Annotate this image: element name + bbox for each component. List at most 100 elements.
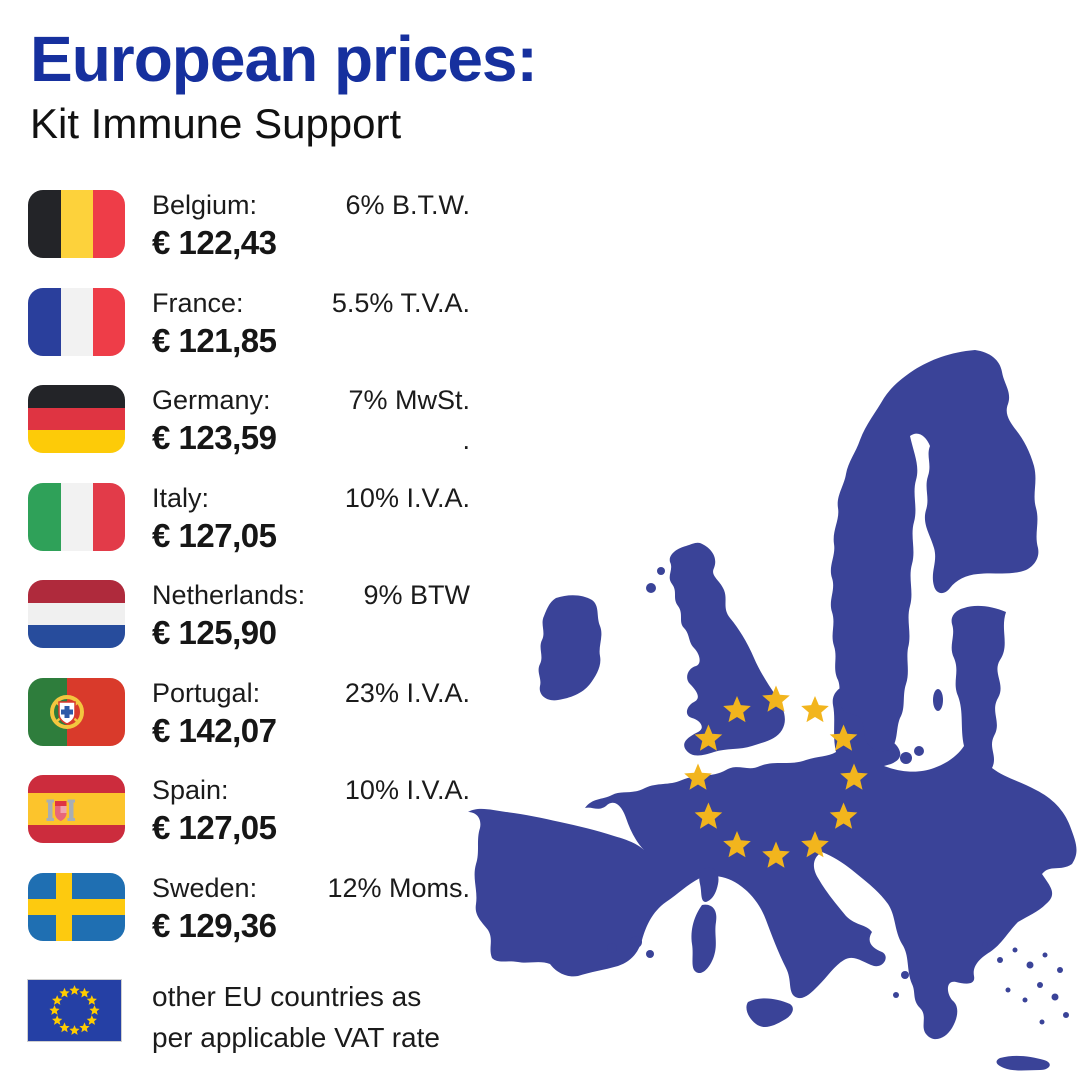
country-label: Germany: — [152, 385, 271, 415]
price-value: € 127,05 — [152, 809, 277, 846]
price-value: € 127,05 — [152, 516, 277, 554]
footer-row: other EU countries as per applicable VAT… — [27, 979, 440, 1058]
aegean-island — [1037, 982, 1043, 988]
price-rows: Belgium: 6% B.T.W. € 122,43 France: 5.5%… — [28, 190, 470, 970]
eu-stars-circle — [684, 685, 868, 868]
aegean-island — [1042, 952, 1048, 958]
country-label: Spain: — [152, 775, 229, 805]
balearic-island — [646, 950, 654, 958]
price-row-portugal: Portugal: 23% I.V.A. € 142,07 — [28, 677, 470, 749]
danish-island — [914, 746, 924, 756]
eu-star-icon — [89, 1005, 100, 1015]
country-label: Portugal: — [152, 677, 261, 708]
balearic-island — [607, 943, 617, 953]
page-title: European prices: — [30, 23, 538, 95]
ionian-island — [893, 992, 899, 998]
sardinia-island — [691, 904, 717, 974]
spain-flag-icon — [28, 775, 125, 843]
france-flag-icon — [28, 287, 125, 356]
portugal-flag-icon — [28, 677, 125, 746]
eu-star-icon — [52, 995, 63, 1005]
footer-note: other EU countries as per applicable VAT… — [152, 976, 440, 1058]
country-label: Netherlands: — [152, 580, 306, 610]
hebrides-island — [657, 567, 665, 575]
crete-island — [996, 1055, 1050, 1071]
vat-rate: 12% Moms. — [327, 872, 470, 903]
eu-star-icon — [829, 724, 858, 751]
eu-star-icon — [69, 1025, 80, 1035]
footer-note-line1: other EU countries as — [152, 981, 422, 1012]
eu-star-icon — [86, 995, 97, 1005]
price-row-spain: Spain: 10% I.V.A. € 127,05 — [28, 775, 470, 846]
vat-rate: 9% BTW — [363, 580, 470, 610]
vat-rate: 10% I.V.A. — [344, 775, 470, 805]
eu-star-icon — [723, 831, 751, 858]
vat-rate: 7% MwSt. — [348, 385, 470, 415]
price-row-belgium: Belgium: 6% B.T.W. € 122,43 — [28, 190, 470, 261]
aegean-island — [1012, 947, 1018, 953]
eu-star-icon — [762, 685, 790, 712]
country-label: Sweden: — [152, 872, 258, 903]
ireland-shape — [538, 595, 602, 701]
aegean-island — [1026, 961, 1034, 969]
stray-period: . — [462, 425, 470, 455]
eu-star-icon — [69, 985, 80, 995]
price-row-italy: Italy: 10% I.V.A. € 127,05 — [28, 482, 470, 554]
europe-map — [468, 350, 1077, 1071]
vat-rate: 6% B.T.W. — [345, 190, 470, 220]
vat-rate: 5.5% T.V.A. — [331, 287, 470, 318]
aegean-island — [1063, 1012, 1069, 1018]
aegean-island — [1051, 993, 1059, 1001]
country-label: Italy: — [152, 482, 210, 513]
eu-star-icon — [52, 1015, 63, 1025]
eu-star-icon — [801, 831, 829, 858]
eu-star-icon — [59, 1022, 70, 1033]
eu-star-icon — [79, 987, 90, 998]
ionian-island — [901, 971, 909, 979]
aegean-island — [997, 957, 1003, 963]
price-row-france: France: 5.5% T.V.A. € 121,85 — [28, 287, 470, 359]
scandinavia-shape — [830, 350, 1039, 752]
aegean-island — [982, 942, 988, 948]
price-value: € 122,43 — [152, 224, 277, 261]
sweden-flag-icon — [28, 872, 125, 941]
eu-star-icon — [86, 1015, 97, 1025]
eu-star-icon — [762, 841, 790, 868]
eu-star-icon — [723, 695, 751, 723]
corsica-island — [699, 867, 719, 902]
gotland-island — [933, 689, 943, 711]
aegean-island — [1039, 1019, 1045, 1025]
netherlands-flag-icon — [28, 580, 125, 648]
aegean-island — [1022, 997, 1028, 1003]
price-row-germany: Germany: 7% MwSt. € 123,59 . — [28, 385, 470, 456]
eu-star-icon — [829, 802, 858, 829]
eu-star-icon — [79, 1022, 90, 1033]
price-row-sweden: Sweden: 12% Moms. € 129,36 — [28, 872, 470, 944]
price-value: € 129,36 — [152, 906, 277, 944]
price-row-netherlands: Netherlands: 9% BTW € 125,90 — [28, 580, 470, 651]
aegean-island — [1005, 987, 1011, 993]
italy-flag-icon — [28, 482, 125, 551]
eu-star-icon — [694, 802, 723, 829]
price-value: € 121,85 — [152, 321, 277, 359]
country-label: France: — [152, 287, 244, 318]
hebrides-island — [646, 583, 656, 593]
country-label: Belgium: — [152, 190, 258, 220]
eu-star-icon — [694, 724, 723, 751]
eu-star-icon — [49, 1005, 60, 1015]
eu-star-icon — [840, 763, 868, 790]
belgium-flag-icon — [28, 190, 125, 258]
aegean-island — [1057, 967, 1063, 973]
footer-note-line2: per applicable VAT rate — [152, 1022, 440, 1053]
page-subtitle: Kit Immune Support — [30, 100, 402, 147]
europe-continent-shape — [468, 605, 1077, 1040]
vat-rate: 10% I.V.A. — [344, 482, 470, 513]
balearic-island — [630, 936, 642, 948]
great-britain-shape — [669, 542, 785, 756]
vat-rate: 23% I.V.A. — [344, 677, 470, 708]
danish-island — [900, 752, 912, 764]
price-value: € 125,90 — [152, 614, 277, 651]
price-value: € 123,59 — [152, 419, 277, 456]
eu-star-icon — [684, 763, 712, 790]
